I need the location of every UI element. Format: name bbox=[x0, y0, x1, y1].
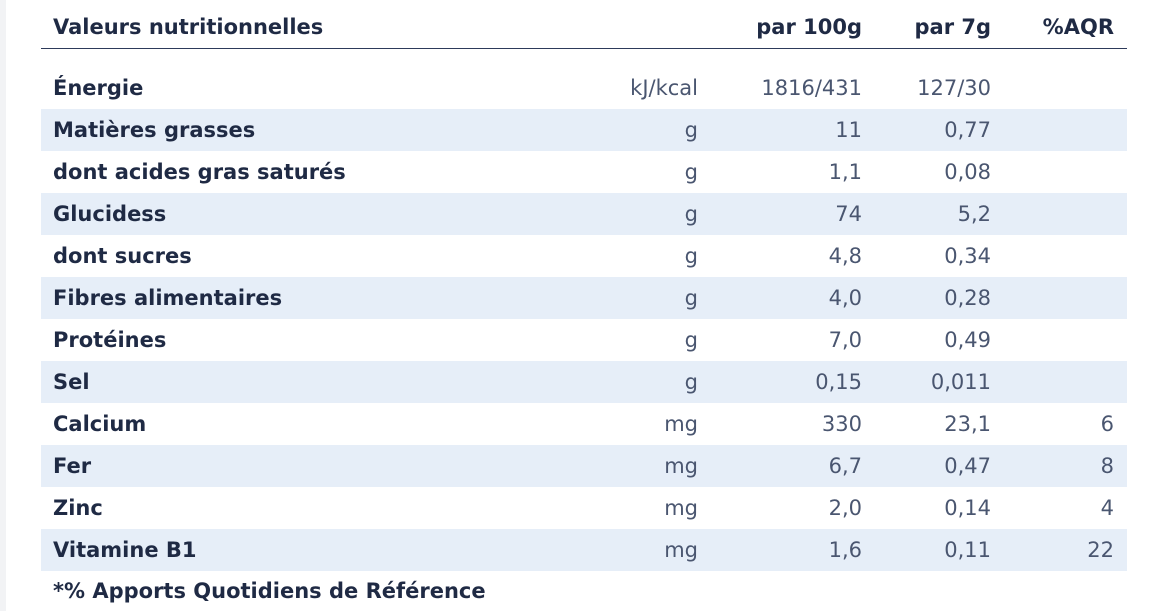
row-per7: 0,011 bbox=[930, 370, 991, 394]
table-row: Matières grasses g 11 0,77 bbox=[41, 109, 1127, 151]
row-per7: 127/30 bbox=[917, 76, 991, 100]
row-per7: 5,2 bbox=[957, 202, 991, 226]
table-row: Glucidess g 74 5,2 bbox=[41, 193, 1127, 235]
table-row: Calcium mg 330 23,1 6 bbox=[41, 403, 1127, 445]
row-name: Fibres alimentaires bbox=[53, 286, 283, 310]
header-per100: par 100g bbox=[756, 15, 862, 39]
header-title: Valeurs nutritionnelles bbox=[53, 15, 324, 39]
row-unit: mg bbox=[664, 412, 698, 436]
row-unit: mg bbox=[664, 496, 698, 520]
row-per7: 0,34 bbox=[944, 244, 991, 268]
row-name: Matières grasses bbox=[53, 118, 256, 142]
row-unit: kJ/kcal bbox=[630, 76, 698, 100]
table-row: Zinc mg 2,0 0,14 4 bbox=[41, 487, 1127, 529]
row-name: Vitamine B1 bbox=[53, 538, 197, 562]
row-aqr: 6 bbox=[1100, 412, 1114, 436]
row-name: Fer bbox=[53, 454, 92, 478]
footnote-text: *% Apports Quotidiens de Référence bbox=[53, 579, 486, 603]
table-row: Protéines g 7,0 0,49 bbox=[41, 319, 1127, 361]
nutrition-table: Valeurs nutritionnelles par 100g par 7g … bbox=[41, 0, 1127, 611]
row-unit: g bbox=[684, 286, 698, 310]
table-row: dont sucres g 4,8 0,34 bbox=[41, 235, 1127, 277]
row-per100: 330 bbox=[821, 412, 862, 436]
row-per100: 4,8 bbox=[828, 244, 862, 268]
row-per100: 74 bbox=[835, 202, 862, 226]
row-per100: 7,0 bbox=[828, 328, 862, 352]
row-name: Calcium bbox=[53, 412, 147, 436]
row-per100: 1816/431 bbox=[761, 76, 862, 100]
table-header: Valeurs nutritionnelles par 100g par 7g … bbox=[41, 0, 1127, 49]
table-body: Énergie kJ/kcal 1816/431 127/30 Matières gra… bbox=[41, 67, 1127, 571]
row-per100: 2,0 bbox=[828, 496, 862, 520]
row-aqr: 8 bbox=[1100, 454, 1114, 478]
row-unit: g bbox=[684, 160, 698, 184]
header-spacer bbox=[41, 49, 1127, 67]
table-row: Fer mg 6,7 0,47 8 bbox=[41, 445, 1127, 487]
row-per7: 0,08 bbox=[944, 160, 991, 184]
table-row: Sel g 0,15 0,011 bbox=[41, 361, 1127, 403]
row-name: dont acides gras saturés bbox=[53, 160, 346, 184]
row-name: Protéines bbox=[53, 328, 167, 352]
row-unit: g bbox=[684, 244, 698, 268]
footnote: *% Apports Quotidiens de Référence bbox=[41, 571, 1127, 611]
row-name: Sel bbox=[53, 370, 90, 394]
row-unit: g bbox=[684, 328, 698, 352]
row-aqr: 4 bbox=[1100, 496, 1114, 520]
row-unit: g bbox=[684, 370, 698, 394]
row-per7: 23,1 bbox=[944, 412, 991, 436]
row-unit: mg bbox=[664, 538, 698, 562]
left-gutter bbox=[0, 0, 6, 611]
row-name: Zinc bbox=[53, 496, 103, 520]
row-aqr: 22 bbox=[1087, 538, 1114, 562]
row-per100: 1,6 bbox=[828, 538, 862, 562]
table-row: Vitamine B1 mg 1,6 0,11 22 bbox=[41, 529, 1127, 571]
row-per7: 0,14 bbox=[944, 496, 991, 520]
header-per7: par 7g bbox=[914, 15, 991, 39]
row-per7: 0,28 bbox=[944, 286, 991, 310]
row-per100: 0,15 bbox=[815, 370, 862, 394]
row-per100: 1,1 bbox=[828, 160, 862, 184]
row-name: Glucidess bbox=[53, 202, 167, 226]
row-per7: 0,77 bbox=[944, 118, 991, 142]
header-aqr: %AQR bbox=[1042, 15, 1114, 39]
row-per7: 0,47 bbox=[944, 454, 991, 478]
row-per100: 4,0 bbox=[828, 286, 862, 310]
row-unit: mg bbox=[664, 454, 698, 478]
row-per100: 11 bbox=[835, 118, 862, 142]
row-per7: 0,11 bbox=[944, 538, 991, 562]
row-name: dont sucres bbox=[53, 244, 192, 268]
row-unit: g bbox=[684, 202, 698, 226]
row-name: Énergie bbox=[53, 76, 144, 100]
table-row: Fibres alimentaires g 4,0 0,28 bbox=[41, 277, 1127, 319]
row-per100: 6,7 bbox=[828, 454, 862, 478]
row-per7: 0,49 bbox=[944, 328, 991, 352]
table-row: Énergie kJ/kcal 1816/431 127/30 bbox=[41, 67, 1127, 109]
row-unit: g bbox=[684, 118, 698, 142]
table-row: dont acides gras saturés g 1,1 0,08 bbox=[41, 151, 1127, 193]
